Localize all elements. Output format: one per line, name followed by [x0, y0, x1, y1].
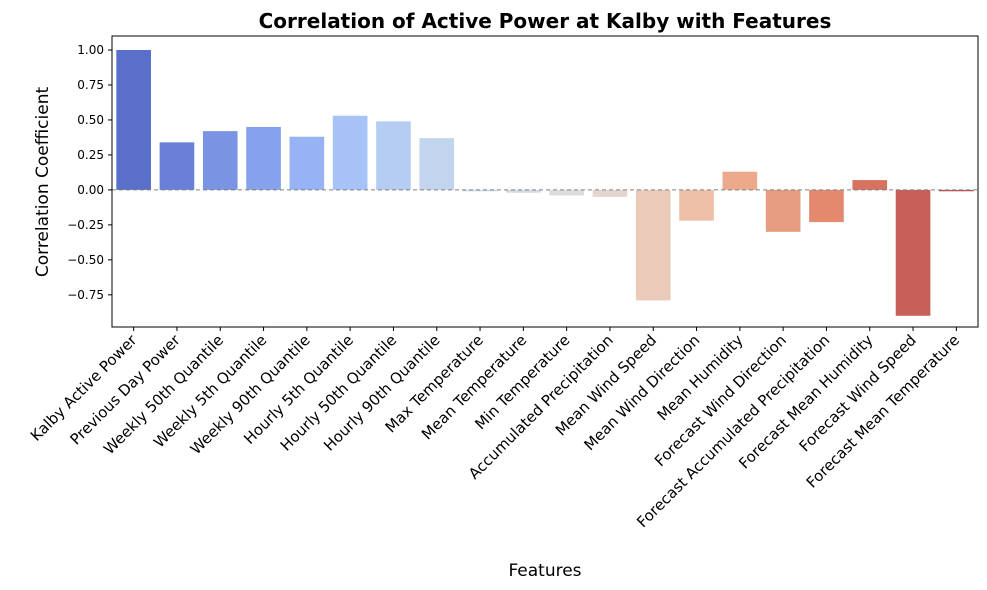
ytick-label: −0.50 [67, 253, 104, 267]
bar-1 [159, 142, 195, 190]
bar-12 [635, 189, 671, 301]
bar-19 [939, 189, 974, 192]
bar-7 [419, 138, 455, 190]
bar-11 [592, 189, 628, 197]
chart-title: Correlation of Active Power at Kalby wit… [259, 9, 832, 33]
y-axis-label: Correlation Coefficient [33, 87, 53, 278]
ytick-label: 0.50 [77, 113, 104, 127]
bar-0 [116, 49, 151, 190]
bar-6 [376, 121, 411, 190]
bar-18 [895, 189, 931, 316]
bar-10 [549, 189, 584, 196]
x-axis-label: Features [508, 561, 581, 581]
ytick-label: 1.00 [77, 43, 104, 57]
bar-9 [506, 189, 541, 193]
bar-4 [289, 136, 325, 190]
ytick-label: −0.75 [67, 288, 104, 302]
plot-area-frame [111, 35, 979, 328]
bar-15 [765, 189, 801, 232]
bar-8 [462, 189, 498, 192]
bar-5 [332, 115, 368, 190]
bar-3 [246, 126, 281, 190]
ytick-label: 0.00 [77, 183, 104, 197]
bar-14 [722, 171, 758, 190]
bar-17 [852, 180, 888, 190]
ytick-label: −0.25 [67, 218, 104, 232]
ytick-label: 0.75 [77, 78, 104, 92]
bars-group [116, 49, 974, 316]
ytick-label: 0.25 [77, 148, 104, 162]
y-axis: 1.00 0.75 0.50 0.25 0.00 −0.25 −0.50 −0.75 [67, 43, 112, 302]
bar-2 [202, 131, 238, 190]
bar-13 [679, 189, 714, 221]
bar-16 [809, 189, 844, 223]
